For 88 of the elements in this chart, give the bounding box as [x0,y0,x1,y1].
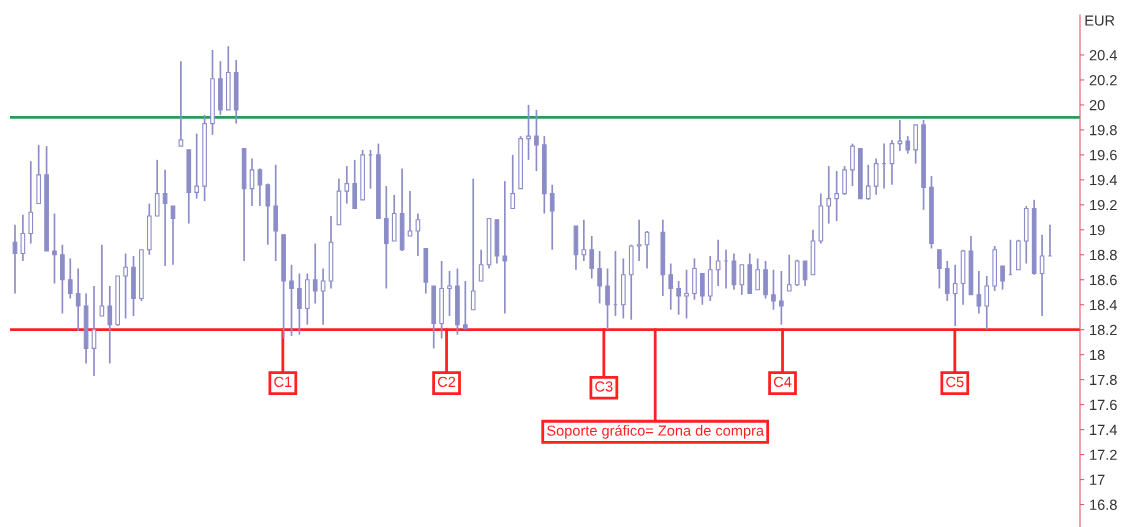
y-tick-label: 19.8 [1090,124,1117,136]
candlestick [794,258,800,287]
annotation: Soporte gráfico= Zona de compra [547,424,765,439]
candlestick [865,164,871,201]
candlestick [597,250,602,305]
candlestick [684,268,689,320]
candlestick [786,253,792,292]
candlestick [589,235,595,280]
candlestick [700,272,705,306]
candlestick [581,218,587,262]
candlestick [20,213,26,262]
candlestick [723,248,729,290]
candlestick [297,272,302,336]
candlestick [312,242,318,305]
candlestick [289,263,294,337]
candlestick [984,275,990,331]
y-tick-label: 17.4 [1090,424,1117,435]
y-tick-label: 18.4 [1090,299,1117,311]
candlestick [75,267,81,332]
candlestick [850,142,855,187]
candlestick [178,60,184,147]
y-tick-label: 17.8 [1090,374,1117,386]
candlestick [826,165,832,225]
y-tick-label: 17.6 [1090,399,1117,411]
annotation: C3 [595,381,613,392]
candlestick [771,268,776,311]
annotation: C5 [946,376,964,388]
y-axis-title: EUR [1085,15,1115,26]
candlestick [1000,265,1005,291]
y-tick-label: 19.6 [1090,149,1117,161]
candlestick [170,205,176,266]
y-tick-label: 20.4 [1089,50,1117,61]
candlestick [715,238,721,287]
candlestick [99,243,105,317]
candlestick [510,154,516,210]
y-tick-label: 20.2 [1089,75,1117,86]
annotation: C4 [773,376,792,388]
candlestick [162,169,168,267]
candlestick [415,212,421,257]
y-tick-label: 18 [1090,349,1105,361]
candlestick [976,270,982,315]
candlestick [842,165,847,196]
candlestick [447,270,452,317]
y-tick-label: 20 [1089,100,1105,111]
candlestick [502,180,508,315]
candlestick [873,157,879,196]
y-tick-label: 18.8 [1090,249,1117,261]
candlestick [668,262,674,311]
candlestick [470,177,476,311]
annotation: C1 [274,376,292,388]
y-tick-label: 17.2 [1090,449,1117,460]
candlestick [755,257,760,291]
candlestick [257,167,263,207]
candlestick [107,285,113,365]
candlestick [897,119,903,152]
candlestick [937,248,942,290]
candlestick [526,104,531,161]
candlestick [1039,233,1045,317]
y-tick-label: 19.4 [1090,174,1117,186]
candlestick [834,170,839,222]
y-tick-label: 18.6 [1090,274,1117,286]
candlestick [462,280,468,331]
candlestick [320,267,326,326]
y-tick-label: 18.2 [1090,324,1117,336]
candlestick [779,270,784,326]
candlestick [676,280,681,316]
candlestick [549,183,555,251]
candlestick [194,132,200,200]
candlestick [154,159,160,217]
candlestick [1047,223,1053,257]
y-tick-label: 19.2 [1090,199,1117,211]
candlestick [478,248,484,282]
candlestick [123,252,128,320]
candlestick [407,190,413,237]
y-tick-label: 19 [1090,224,1105,236]
candlestick [52,212,57,285]
y-tick-label: 17 [1090,474,1105,485]
candlestick [605,267,610,331]
candlestick [739,263,745,296]
candlestick [265,182,271,246]
candlestick [952,263,958,327]
candlestick [344,165,350,205]
candlestick [28,160,34,245]
y-tick-label: 16.8 [1090,499,1117,510]
candlestick [67,257,73,300]
candlestick [636,218,642,262]
annotation: C2 [437,376,456,388]
candlestick [534,109,539,172]
